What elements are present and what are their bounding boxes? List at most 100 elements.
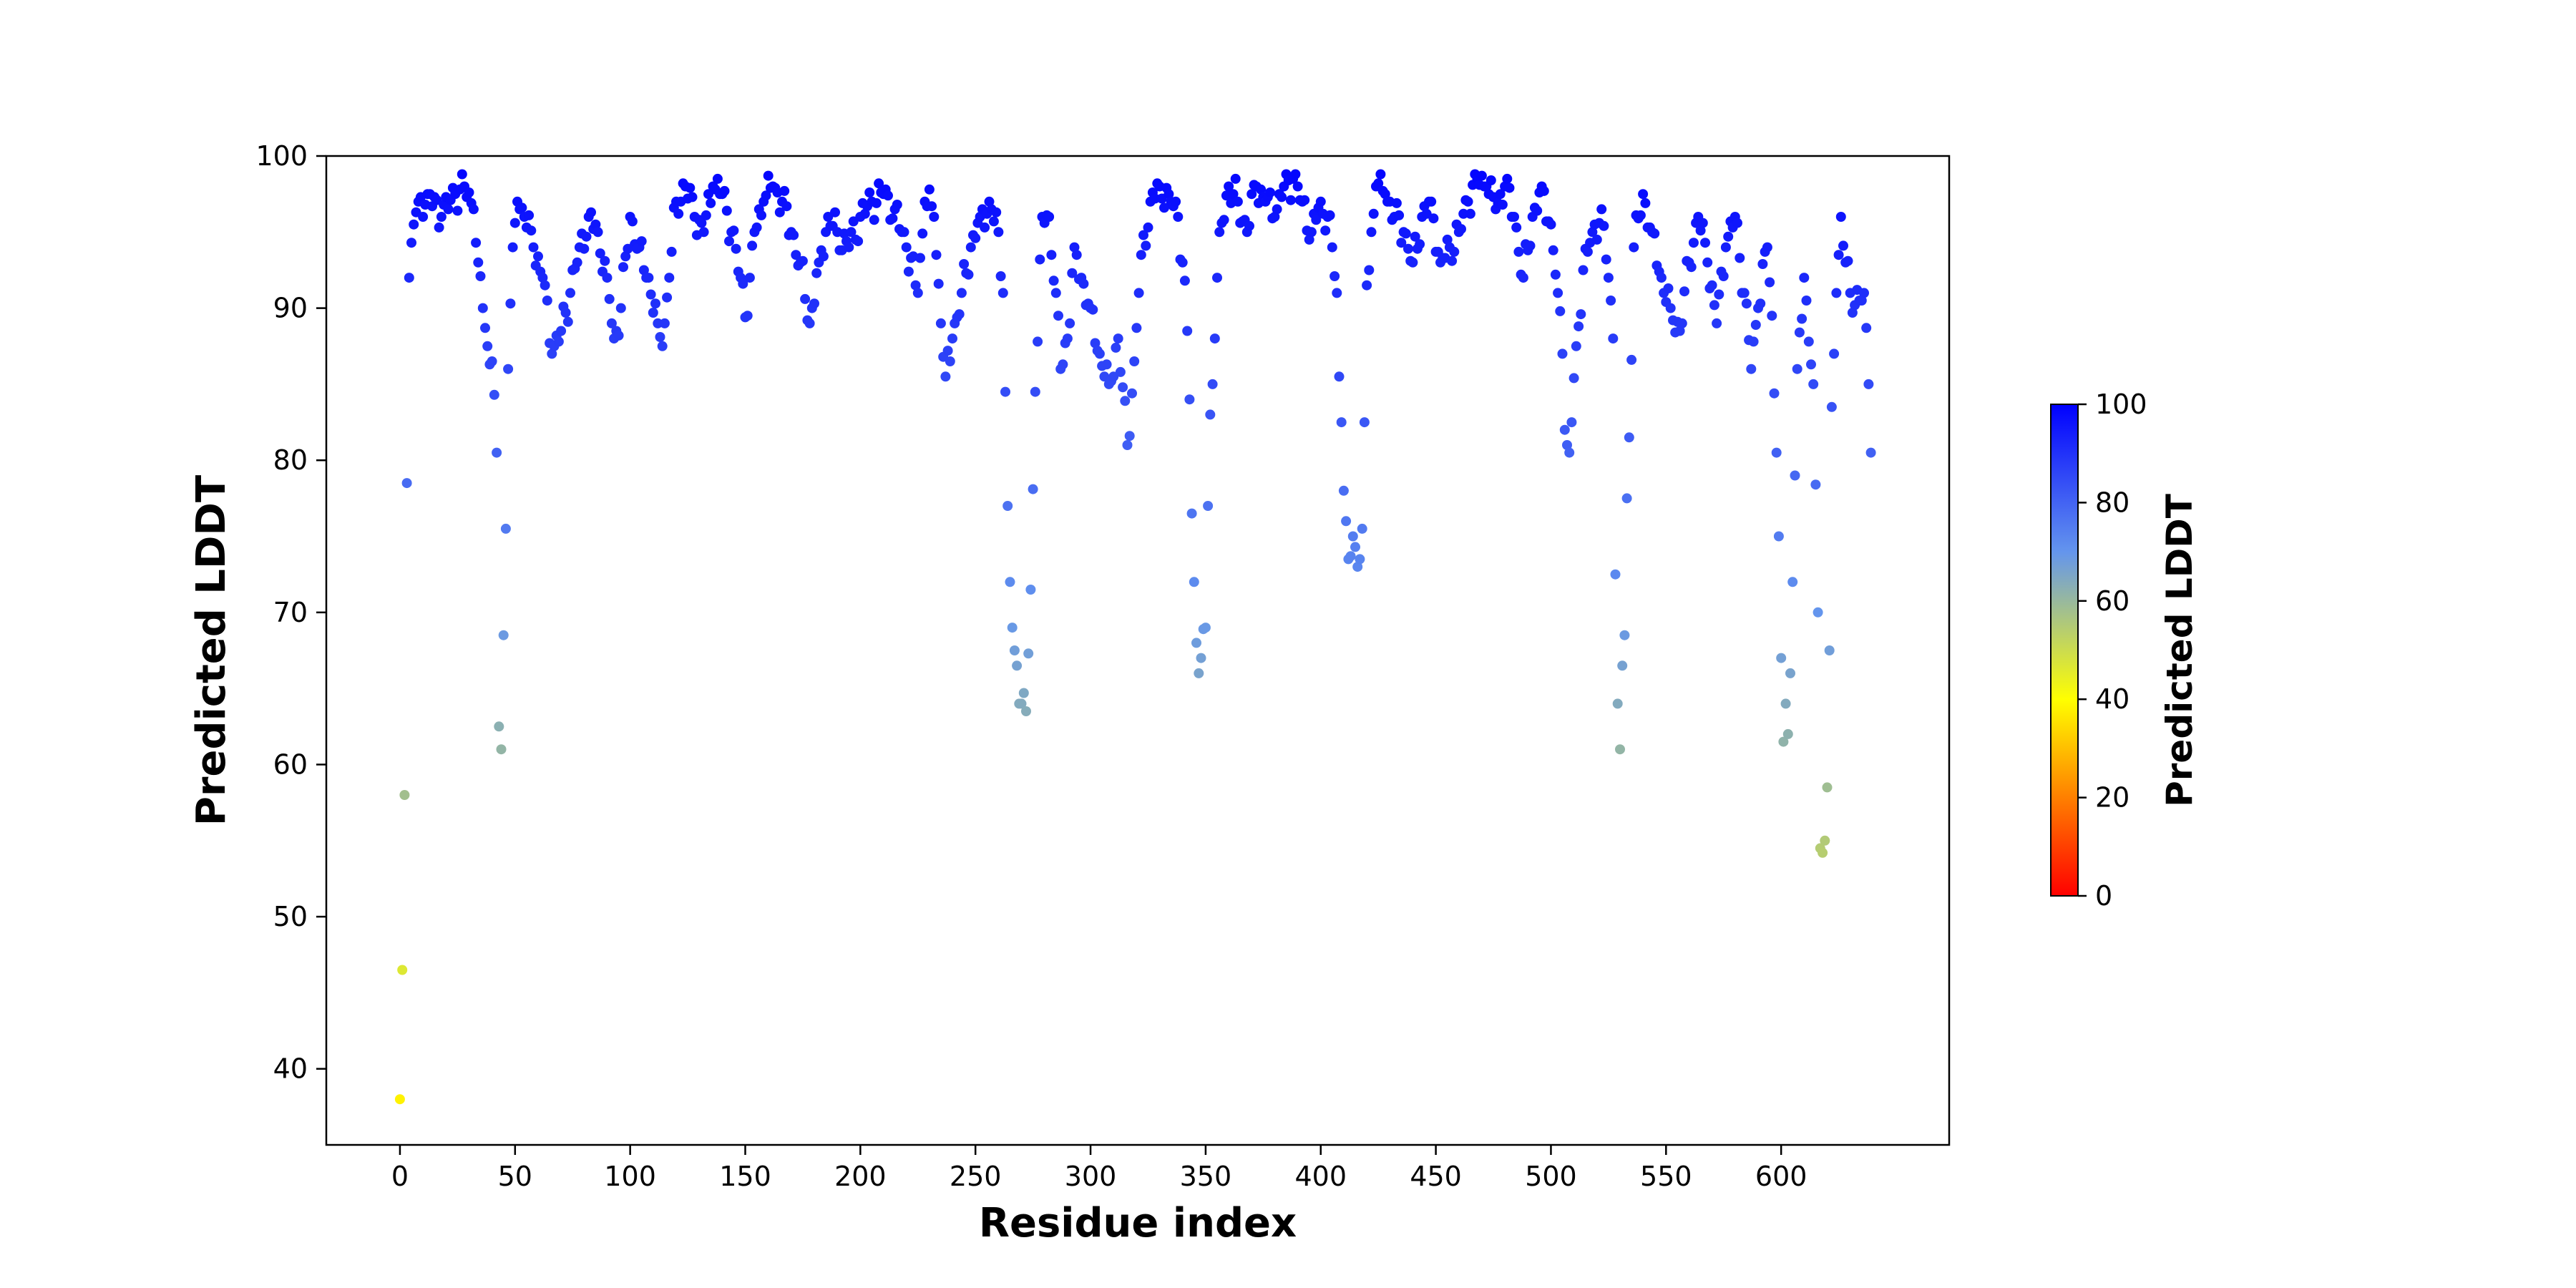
data-point — [1306, 227, 1317, 238]
data-point — [1230, 173, 1241, 184]
data-point — [489, 389, 499, 400]
data-point — [1603, 273, 1614, 283]
data-point — [1209, 333, 1220, 344]
data-point — [1538, 185, 1549, 196]
data-point — [473, 257, 484, 268]
data-point — [1071, 250, 1082, 260]
y-axis-label: Predicted LDDT — [188, 475, 235, 826]
colorbar-tick-label: 100 — [2095, 389, 2147, 420]
data-point — [1502, 173, 1513, 184]
data-point — [1769, 388, 1780, 399]
data-point — [1442, 234, 1453, 245]
data-point — [1513, 246, 1524, 257]
data-point — [1330, 271, 1340, 281]
data-point — [751, 222, 762, 233]
data-point — [1546, 219, 1556, 230]
data-point — [1327, 242, 1337, 253]
x-tick-label: 300 — [1065, 1161, 1117, 1192]
data-point — [1094, 348, 1105, 359]
data-point — [1232, 196, 1243, 207]
data-point — [1352, 562, 1363, 572]
data-point — [696, 218, 707, 228]
data-point — [1143, 222, 1153, 233]
x-tick-label: 500 — [1525, 1161, 1577, 1192]
data-point — [721, 205, 732, 216]
data-point — [1757, 259, 1768, 269]
data-point — [1723, 231, 1734, 242]
data-point — [1741, 298, 1752, 309]
data-point — [1044, 212, 1055, 222]
data-point — [903, 266, 914, 277]
data-point — [505, 298, 516, 309]
data-point — [1679, 286, 1689, 297]
data-point — [698, 227, 709, 238]
data-point — [1118, 382, 1128, 393]
data-point — [662, 292, 673, 303]
data-point — [871, 197, 882, 208]
x-tick-label: 600 — [1755, 1161, 1807, 1192]
data-point — [477, 303, 488, 313]
data-point — [1808, 379, 1819, 389]
data-point — [457, 169, 467, 180]
data-point — [1400, 228, 1411, 239]
data-point — [1025, 585, 1036, 595]
data-point — [1822, 782, 1833, 793]
data-point — [1350, 542, 1360, 552]
data-point — [664, 273, 675, 283]
data-point — [1532, 205, 1543, 216]
data-point — [1129, 356, 1140, 366]
data-point — [1362, 280, 1372, 291]
colorbar-tick-label: 60 — [2095, 585, 2129, 617]
x-tick-label: 250 — [950, 1161, 1002, 1192]
data-point — [542, 296, 552, 306]
y-tick-label: 50 — [273, 901, 308, 932]
data-point — [1750, 320, 1761, 330]
data-point — [620, 251, 631, 262]
data-point — [1629, 242, 1639, 253]
x-tick-label: 550 — [1640, 1161, 1692, 1192]
data-point — [1714, 289, 1724, 300]
data-point — [1748, 336, 1759, 347]
data-point — [1364, 265, 1375, 275]
data-point — [1599, 220, 1609, 231]
data-point — [1838, 240, 1848, 251]
data-point — [560, 308, 571, 318]
data-point — [604, 293, 615, 304]
data-point — [947, 333, 957, 344]
data-point — [959, 259, 970, 269]
data-point — [1062, 333, 1073, 344]
data-point — [995, 271, 1006, 281]
x-tick-label: 400 — [1294, 1161, 1347, 1192]
data-point — [927, 201, 937, 212]
colorbar: 0 20 40 60 80 100 Predicted LDDT — [2050, 389, 2200, 912]
data-point — [590, 219, 601, 230]
data-point — [533, 251, 543, 262]
data-point — [1265, 187, 1275, 197]
data-point — [1688, 238, 1699, 248]
data-point — [809, 298, 819, 309]
data-point — [1184, 394, 1195, 405]
data-point — [1718, 271, 1729, 281]
data-point — [1571, 341, 1581, 351]
data-point — [1732, 218, 1742, 228]
data-point — [1700, 238, 1710, 248]
data-point — [1511, 222, 1522, 233]
data-point — [984, 196, 995, 207]
data-point — [901, 242, 912, 253]
data-point — [1735, 253, 1745, 263]
y-tick-label: 90 — [273, 293, 308, 324]
data-point — [929, 212, 940, 222]
data-point — [496, 744, 507, 755]
data-point — [1173, 212, 1184, 222]
data-point — [1562, 440, 1572, 450]
data-point — [436, 212, 447, 222]
data-point — [1553, 288, 1563, 298]
data-point — [1285, 195, 1296, 205]
data-point — [1030, 386, 1040, 397]
data-point — [712, 173, 723, 184]
data-point — [1447, 255, 1458, 266]
data-point — [1818, 847, 1828, 858]
data-point — [797, 255, 808, 266]
data-point — [818, 251, 829, 262]
data-point — [1033, 336, 1043, 347]
